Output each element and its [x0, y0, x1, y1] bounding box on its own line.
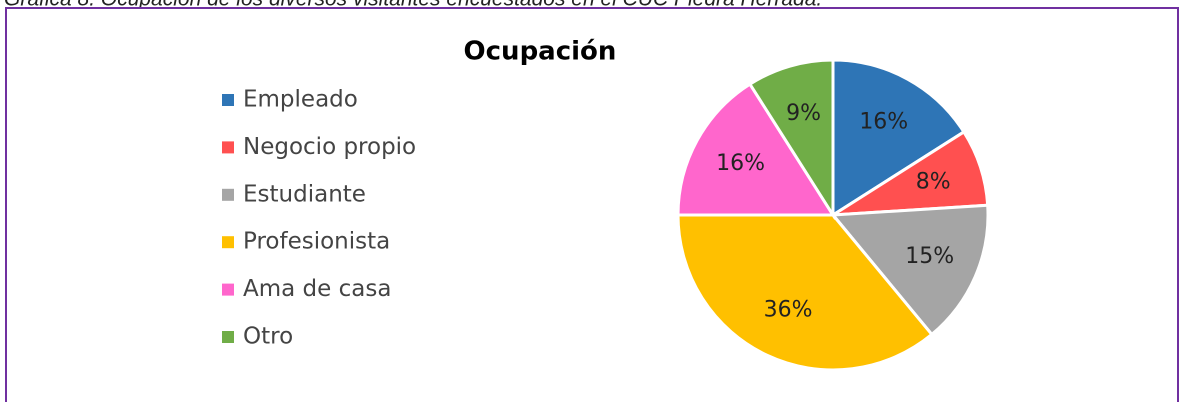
pie-slice — [747, 58, 835, 221]
legend-label: Ama de casa — [243, 276, 391, 302]
legend-swatch — [222, 331, 234, 343]
pie-slice — [831, 58, 966, 218]
legend-label: Empleado — [243, 87, 358, 113]
legend-label: Otro — [243, 324, 293, 350]
pie-slice — [676, 213, 934, 372]
data-label: 9% — [786, 101, 821, 126]
legend-label: Profesionista — [243, 229, 390, 255]
data-label: 16% — [716, 151, 765, 176]
data-label: 16% — [859, 110, 908, 135]
legend-swatch — [222, 141, 234, 154]
pie-slice — [676, 82, 836, 217]
legend-label: Negocio propio — [243, 134, 416, 160]
legend-swatch — [222, 283, 234, 296]
legend-label: Estudiante — [243, 181, 366, 207]
data-label: 15% — [905, 244, 954, 269]
data-label: 8% — [916, 169, 951, 194]
data-label: 36% — [764, 297, 813, 322]
legend-swatch — [222, 94, 234, 106]
pie-slice — [829, 203, 990, 337]
caption: Gráfica 8. Ocupación de los diversos vis… — [4, 0, 822, 11]
legend-swatch — [222, 188, 234, 201]
legend-swatch — [222, 236, 234, 249]
chart-frame — [5, 7, 1179, 402]
chart-title: Ocupación — [464, 37, 617, 67]
